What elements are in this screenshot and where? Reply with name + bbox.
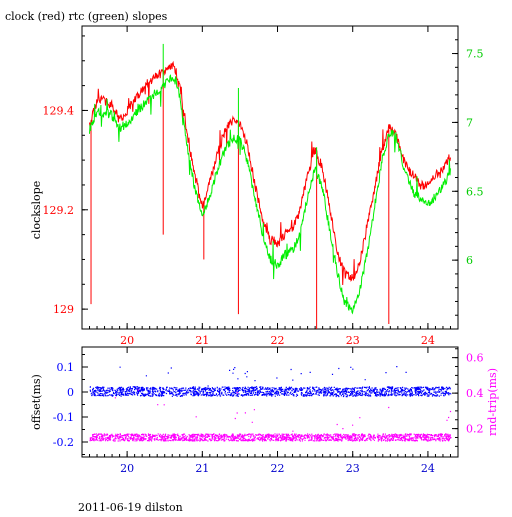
top-y2-tick-label-3: 7.5 [466,48,484,61]
bottom-y-tick-label-3: 0.1 [57,361,75,374]
top-x-tick-label-1: 21 [195,334,209,347]
top-y-tick-label-0: 129 [53,303,74,316]
top-y2-tick-label-0: 6 [466,254,473,267]
rndtrip-points [89,389,452,442]
top-y2-tick-label-1: 6.5 [466,185,484,198]
bottom-y-tick-label-2: 0 [67,386,74,399]
top-axes: 20 21 22 23 24 129 129.2 129.4 6 6.5 7 7.5 [43,26,484,347]
bottom-offset-panel: 20 21 22 23 24 -0.2 -0.1 0 0.1 0.2 0.4 0.6 offset(m… [30,346,499,475]
top-slope-panel: 20 21 22 23 24 129 129.2 129.4 6 6.5 7 7.5 clockslo… [30,25,484,347]
rtc-line [89,74,451,315]
clock-line [89,60,451,286]
bottom-y2-tick-label-0: 0.2 [466,423,484,436]
bottom-x-tick-label-3: 23 [346,462,360,475]
top-y-tick-label-2: 129.4 [43,104,75,117]
top-plot-frame [81,25,459,330]
top-y-axis-label: clockslope [30,181,43,239]
bottom-y-tick-label-1: -0.1 [53,411,74,424]
offset-series [89,366,452,398]
top-y-tick-label-1: 129.2 [43,204,75,217]
bottom-y2-tick-label-2: 0.6 [466,352,484,365]
bottom-axes: 20 21 22 23 24 -0.2 -0.1 0 0.1 0.2 0.4 0.6 [53,347,484,475]
top-x-tick-label-0: 20 [120,334,134,347]
chart-title: clock (red) rtc (green) slopes [5,10,168,23]
top-x-tick-label-3: 23 [346,334,360,347]
bottom-x-tick-label-1: 21 [195,462,209,475]
clock-series [89,60,451,329]
bottom-x-tick-label-0: 20 [120,462,134,475]
top-x-tick-label-2: 22 [271,334,285,347]
top-y2-tick-label-2: 7 [466,116,473,129]
rtc-series [89,43,451,315]
bottom-x-tick-label-4: 24 [421,462,435,475]
rndtrip-series [89,389,452,442]
bottom-x-tick-label-2: 22 [271,462,285,475]
bottom-y2-axis-label: rnd-trip(ms) [486,368,499,436]
offset-points [89,366,452,398]
top-x-tick-label-4: 24 [421,334,435,347]
bottom-y-axis-label: offset(ms) [30,374,43,430]
bottom-y-tick-label-0: -0.2 [53,436,74,449]
bottom-y2-tick-label-1: 0.4 [466,387,484,400]
footer-caption: 2011-06-19 dilston [78,501,183,512]
